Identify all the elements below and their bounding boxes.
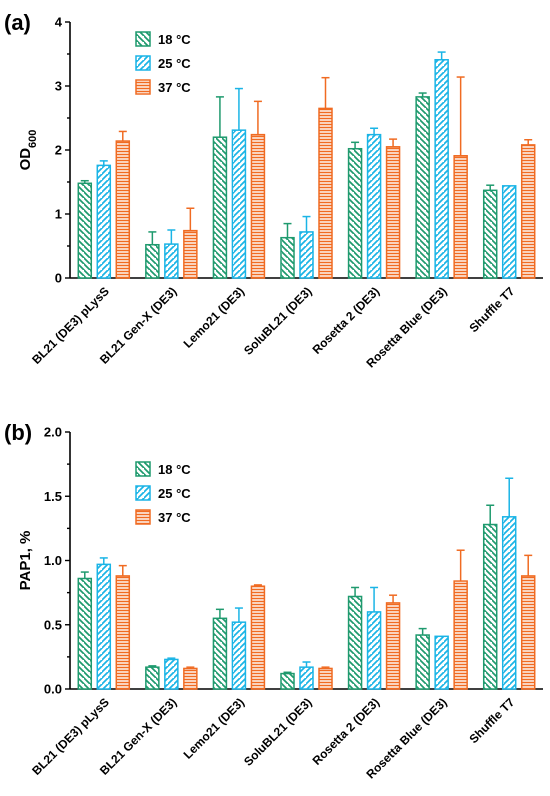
y-tick-label: 2.0 (44, 425, 62, 440)
bar (77, 182, 93, 279)
panel-label: (a) (4, 10, 31, 35)
bar (434, 635, 449, 690)
bar (250, 585, 266, 690)
bar (299, 231, 314, 279)
bar (231, 129, 247, 279)
legend-label: 18 °C (158, 462, 191, 477)
bar (77, 577, 93, 690)
y-tick-label: 1.5 (44, 489, 62, 504)
legend-label: 37 °C (158, 510, 191, 525)
panel-label: (b) (4, 420, 32, 445)
bar (183, 229, 198, 279)
bar (453, 580, 468, 690)
y-tick-label: 3 (55, 79, 62, 94)
x-tick-label: Lemo21 (DE3) (181, 284, 247, 350)
bar (145, 243, 160, 279)
bar (366, 133, 382, 279)
legend-swatch (135, 485, 151, 501)
bar (415, 96, 430, 279)
bar (318, 107, 333, 279)
legend-label: 25 °C (158, 486, 191, 501)
bar (347, 147, 363, 279)
y-tick-label: 0.5 (44, 617, 62, 632)
bar (145, 666, 160, 690)
bar (212, 136, 228, 279)
bar (299, 666, 314, 690)
x-tick-label: SoluBL21 (DE3) (241, 284, 315, 358)
y-tick-label: 0.0 (44, 682, 62, 697)
bar (183, 667, 198, 690)
y-tick-label: 2 (55, 143, 62, 158)
legend-swatch (135, 509, 151, 525)
x-tick-label: Shuffle T7 (466, 695, 517, 746)
bar (250, 133, 266, 279)
y-tick-label: 1 (55, 207, 62, 222)
x-tick-label: Shuffle T7 (466, 284, 517, 335)
bar (520, 575, 536, 690)
bar (347, 595, 363, 690)
bar (385, 602, 401, 690)
x-tick-label: SoluBL21 (DE3) (241, 695, 315, 769)
legend-label: 37 °C (158, 80, 191, 95)
bar (453, 155, 468, 279)
bar (482, 189, 498, 279)
x-tick-label: Rosetta 2 (DE3) (310, 695, 383, 768)
bar (115, 140, 131, 279)
bar (212, 617, 228, 690)
y-tick-label: 0 (55, 271, 62, 286)
bar (501, 185, 517, 279)
bar (318, 667, 333, 690)
legend-swatch (135, 55, 151, 71)
legend-swatch (135, 79, 151, 95)
y-axis-label: PAP1, % (17, 531, 34, 591)
bar (280, 672, 295, 690)
legend-label: 25 °C (158, 56, 191, 71)
legend-swatch (135, 461, 151, 477)
bar (501, 516, 517, 690)
bar (482, 523, 498, 690)
bar (434, 59, 449, 279)
y-tick-label: 4 (55, 15, 63, 30)
bar (520, 144, 536, 279)
x-tick-label: Rosetta 2 (DE3) (310, 284, 383, 357)
bar (231, 621, 247, 690)
bar (280, 236, 295, 279)
bar (366, 611, 382, 690)
bar (415, 634, 430, 690)
legend-label: 18 °C (158, 32, 191, 47)
bar (164, 243, 179, 279)
bar (96, 563, 112, 690)
bar (164, 658, 179, 690)
bar (115, 575, 131, 690)
legend-swatch (135, 31, 151, 47)
x-tick-label: Lemo21 (DE3) (181, 695, 247, 761)
bar (96, 164, 112, 279)
y-axis-label: OD600 (17, 130, 39, 171)
y-tick-label: 1.0 (44, 553, 62, 568)
bar (385, 146, 401, 279)
